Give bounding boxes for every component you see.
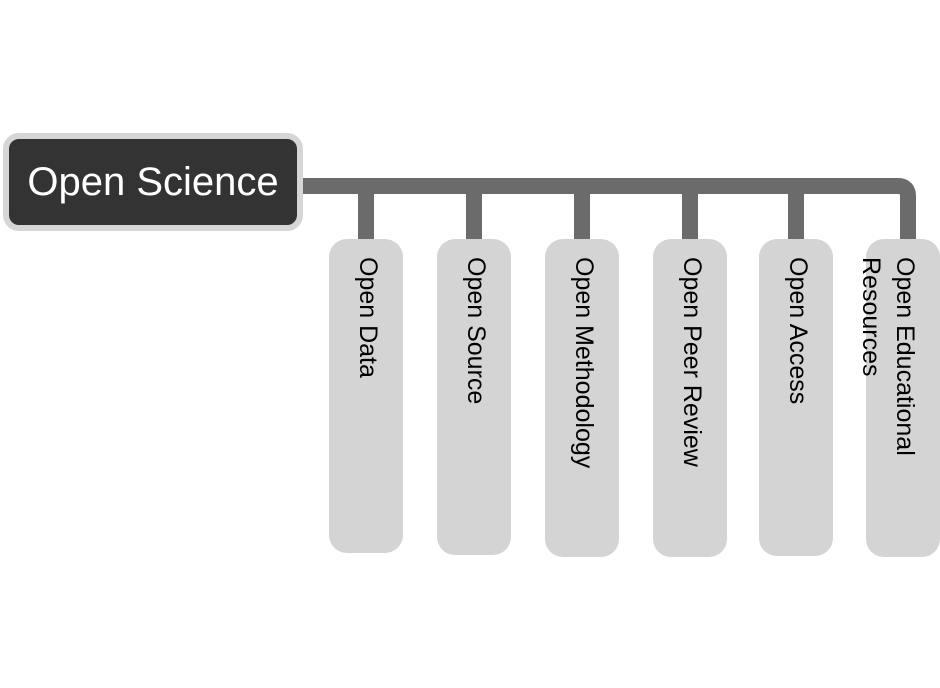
child-node-open-peer-review: Open Peer Review	[653, 239, 727, 557]
branch-line	[574, 186, 590, 241]
root-node: Open Science	[3, 133, 303, 231]
child-node-open-educational-resources: Open Educational Resources	[857, 239, 940, 557]
child-node-label: Open Educational Resources	[857, 257, 919, 456]
child-node-label: Open Peer Review	[678, 257, 706, 467]
child-node-open-source: Open Source	[437, 239, 511, 555]
child-node-open-access: Open Access	[759, 239, 833, 556]
child-node-label: Open Data	[354, 257, 382, 378]
child-node-label: Open Methodology	[570, 257, 598, 469]
branch-line	[466, 186, 482, 241]
branch-line	[358, 186, 374, 241]
child-node-open-data: Open Data	[329, 239, 403, 553]
child-node-label: Open Source	[462, 257, 490, 405]
branch-line	[788, 186, 804, 241]
child-node-open-methodology: Open Methodology	[545, 239, 619, 557]
trunk-line	[303, 178, 916, 240]
root-node-label: Open Science	[27, 159, 279, 204]
child-node-label: Open Access	[784, 257, 812, 405]
branch-line	[682, 186, 698, 241]
